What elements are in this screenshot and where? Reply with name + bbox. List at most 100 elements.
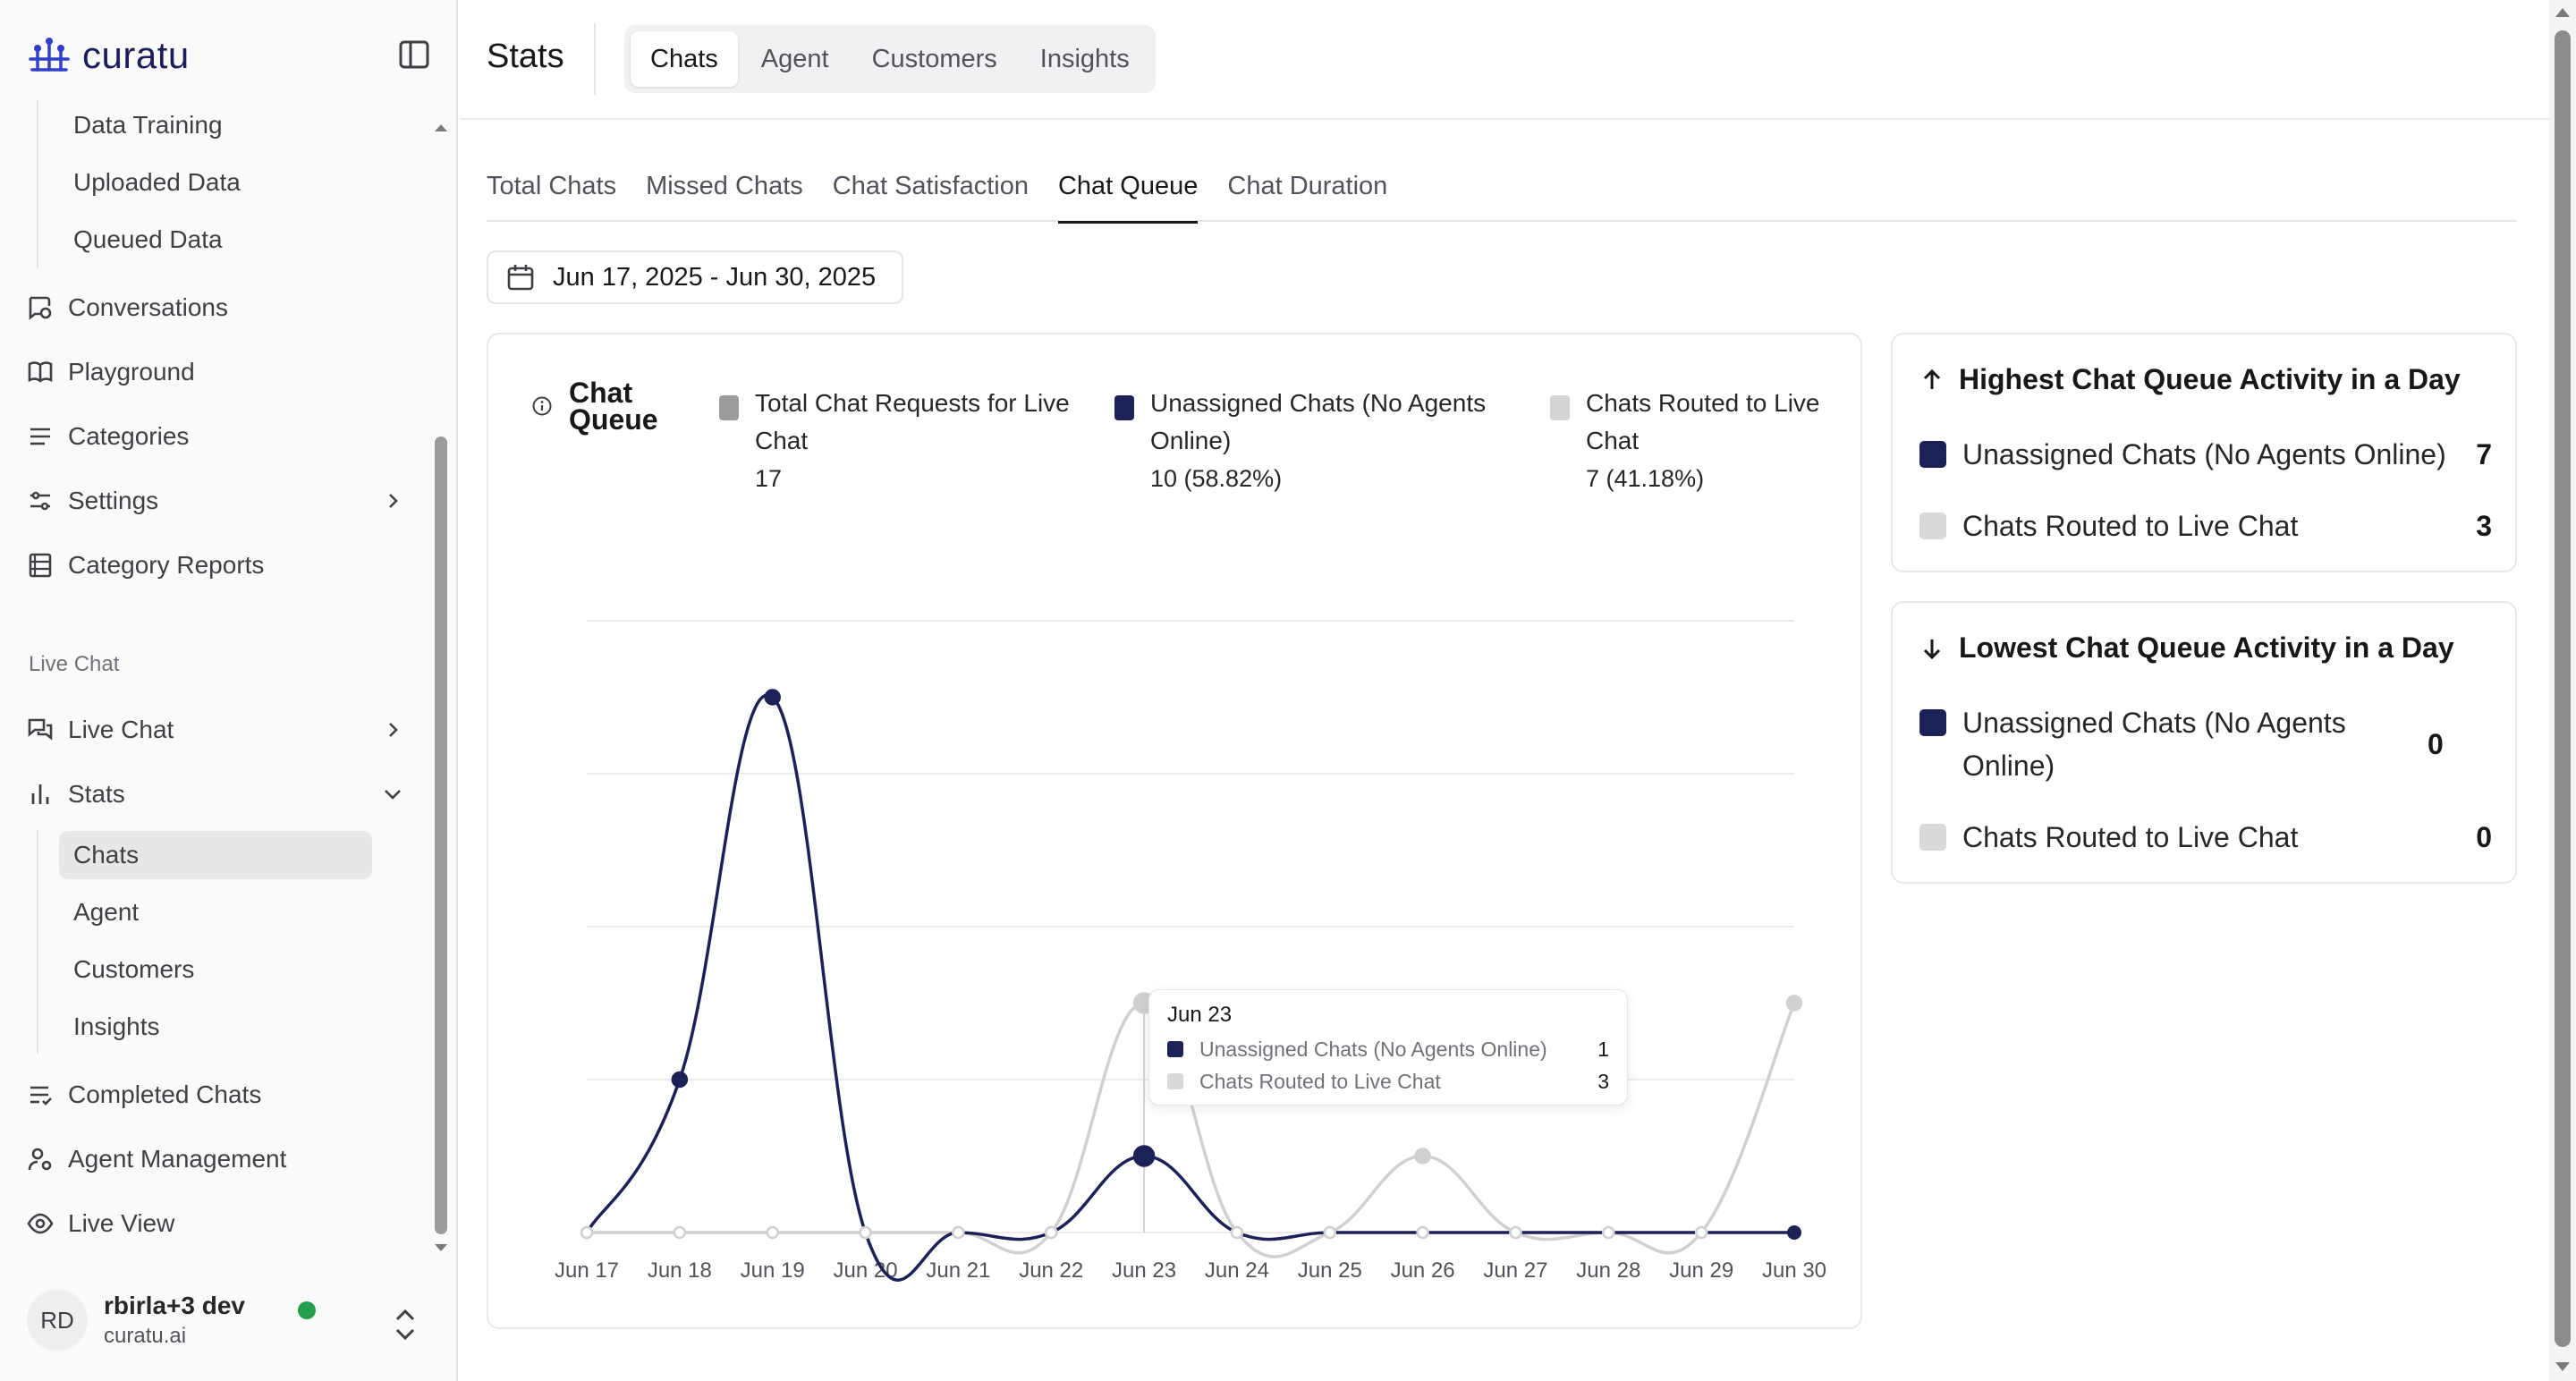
lowest-row-routed: Chats Routed to Live Chat 0 [1919, 816, 2492, 859]
legend-swatch-total [719, 395, 739, 420]
data-point-unassigned [671, 1071, 689, 1089]
sidebar-item-queued-data[interactable]: Queued Data [73, 225, 223, 253]
chevron-right-icon [389, 723, 398, 737]
window-scrollbar-thumb[interactable] [2555, 30, 2571, 1347]
scroll-up-icon[interactable] [2555, 5, 2571, 20]
data-point-unassigned [580, 1225, 594, 1240]
swatch-routed [1919, 824, 1946, 851]
sidebar-item-chats[interactable]: Chats [73, 841, 140, 868]
sidebar-item-conversations[interactable]: Conversations [27, 283, 402, 333]
subtab-chat-duration[interactable]: Chat Duration [1227, 172, 1388, 200]
sidebar-item-uploaded-data[interactable]: Uploaded Data [73, 168, 241, 196]
data-point-unassigned [1132, 1145, 1156, 1167]
subtab-missed-chats[interactable]: Missed Chats [646, 172, 803, 200]
subtab-chat-queue[interactable]: Chat Queue [1057, 159, 1199, 224]
tab-customers[interactable]: Customers [871, 45, 997, 73]
bar-chart-icon [31, 784, 49, 804]
data-point-unassigned [1509, 1225, 1522, 1240]
sidebar-item-settings[interactable]: Settings [27, 476, 402, 526]
x-tick-label: Jun 29 [1669, 1258, 1733, 1283]
x-tick-label: Jun 27 [1483, 1258, 1547, 1283]
online-status-dot [298, 1301, 316, 1319]
tooltip-row-routed: Chats Routed to Live Chat 3 [1167, 1065, 1609, 1097]
sidebar-scrollbar-thumb[interactable] [435, 436, 447, 1234]
tree-line [37, 100, 38, 268]
tooltip-row-unassigned: Unassigned Chats (No Agents Online) 1 [1167, 1033, 1609, 1065]
legend-label-unassigned: Unassigned Chats (No Agents Online) [1150, 389, 1487, 454]
page-title: Stats [487, 38, 564, 75]
swatch-unassigned [1919, 441, 1946, 468]
data-point-unassigned [952, 1225, 965, 1240]
sidebar-scrollbar[interactable] [433, 116, 449, 1261]
tab-chats[interactable]: Chats [631, 31, 738, 87]
tab-agent[interactable]: Agent [760, 45, 829, 73]
scroll-down-icon[interactable] [2555, 1360, 2571, 1374]
chart-card: Chat Queue Total Chat Requests for Live … [487, 333, 1862, 1329]
lowest-activity-title: Lowest Chat Queue Activity in a Day [1959, 631, 2454, 664]
sidebar-item-stats[interactable]: Stats [27, 769, 402, 819]
swatch-routed [1919, 513, 1946, 539]
tree-line [37, 830, 38, 1054]
legend-label-total: Total Chat Requests for Live Chat [755, 389, 1070, 454]
sidebar-item-live-chat[interactable]: Live Chat [27, 705, 402, 755]
calendar-icon [507, 265, 534, 291]
user-menu[interactable]: RD rbirla+3 dev curatu.ai [27, 1290, 245, 1351]
active-nav-highlight [59, 831, 372, 879]
chat-queue-line-chart[interactable]: Jun 17 Jun 18 Jun 19 Jun 20 Jun 21 Jun 22 Jun … [488, 335, 1860, 1327]
user-org: curatu.ai [104, 1324, 187, 1348]
legend-label-routed: Chats Routed to Live Chat [1586, 389, 1820, 454]
main-content: Stats Chats Agent Customers Insights Tot… [460, 0, 2549, 1381]
brand-logo[interactable]: curatu [27, 34, 190, 77]
sidebar-item-agent[interactable]: Agent [73, 898, 140, 926]
chevron-down-icon [385, 790, 401, 800]
data-point-unassigned [1602, 1225, 1615, 1240]
highest-activity-card: Highest Chat Queue Activity in a Day Una… [1891, 333, 2517, 572]
x-tick-label: Jun 28 [1576, 1258, 1640, 1283]
sidebar-item-completed-chats[interactable]: Completed Chats [27, 1070, 402, 1120]
data-point-unassigned [1694, 1225, 1708, 1240]
list-check-icon [30, 1086, 52, 1106]
chat-stats-subtabs: Total Chats Missed Chats Chat Satisfacti… [487, 159, 2517, 224]
x-tick-label: Jun 20 [834, 1258, 898, 1283]
curatu-logo-icon [29, 38, 70, 72]
scroll-down-icon[interactable] [433, 1240, 449, 1256]
sidebar-item-insights[interactable]: Insights [73, 1012, 160, 1040]
stats-tabs: Chats Agent Customers Insights [624, 25, 1156, 93]
sidebar-toggle-icon[interactable] [399, 39, 429, 70]
legend-value-routed: 7 (41.18%) [1586, 465, 1705, 492]
x-tick-label: Jun 19 [741, 1258, 805, 1283]
x-tick-label: Jun 18 [648, 1258, 712, 1283]
tab-insights[interactable]: Insights [1039, 45, 1130, 73]
sidebar-item-data-training[interactable]: Data Training [73, 111, 223, 139]
data-point-unassigned [1416, 1225, 1429, 1240]
subtab-total-chats[interactable]: Total Chats [487, 172, 617, 200]
avatar: RD [27, 1290, 88, 1351]
sidebar-item-agent-management[interactable]: Agent Management [27, 1134, 402, 1184]
scroll-up-icon[interactable] [433, 120, 449, 136]
legend-value-total: 17 [755, 465, 783, 492]
x-tick-label: Jun 21 [926, 1258, 990, 1283]
sidebar-item-categories[interactable]: Categories [27, 411, 402, 462]
date-range-picker[interactable]: Jun 17, 2025 - Jun 30, 2025 [487, 250, 903, 304]
data-point-routed [1785, 995, 1803, 1012]
section-label-live-chat: Live Chat [29, 652, 120, 676]
chevron-up-down-icon[interactable] [392, 1306, 419, 1343]
data-point-routed [673, 1225, 687, 1240]
chevron-right-icon [389, 494, 398, 508]
x-tick-label: Jun 30 [1762, 1258, 1826, 1283]
highest-row-unassigned: Unassigned Chats (No Agents Online) 7 [1919, 433, 2492, 476]
highest-row-routed: Chats Routed to Live Chat 3 [1919, 504, 2492, 547]
info-icon[interactable] [531, 395, 553, 417]
sidebar-item-customers[interactable]: Customers [73, 955, 195, 983]
lowest-row-unassigned: Unassigned Chats (No Agents Online) 0 [1919, 701, 2492, 787]
x-tick-label: Jun 26 [1391, 1258, 1455, 1283]
sidebar-item-playground[interactable]: Playground [27, 347, 402, 397]
arrow-down-icon [1923, 639, 1941, 659]
sidebar-item-category-reports[interactable]: Category Reports [27, 540, 402, 590]
data-point-unassigned [1230, 1225, 1244, 1240]
sidebar: curatu Data Training Uploaded Data Queue… [0, 0, 458, 1381]
subtab-chat-satisfaction[interactable]: Chat Satisfaction [832, 172, 1029, 200]
legend-routed: Chats Routed to Live Chat 7 (41.18%) [1550, 385, 1845, 497]
book-icon [28, 361, 53, 383]
sidebar-item-live-view[interactable]: Live View [27, 1199, 402, 1249]
